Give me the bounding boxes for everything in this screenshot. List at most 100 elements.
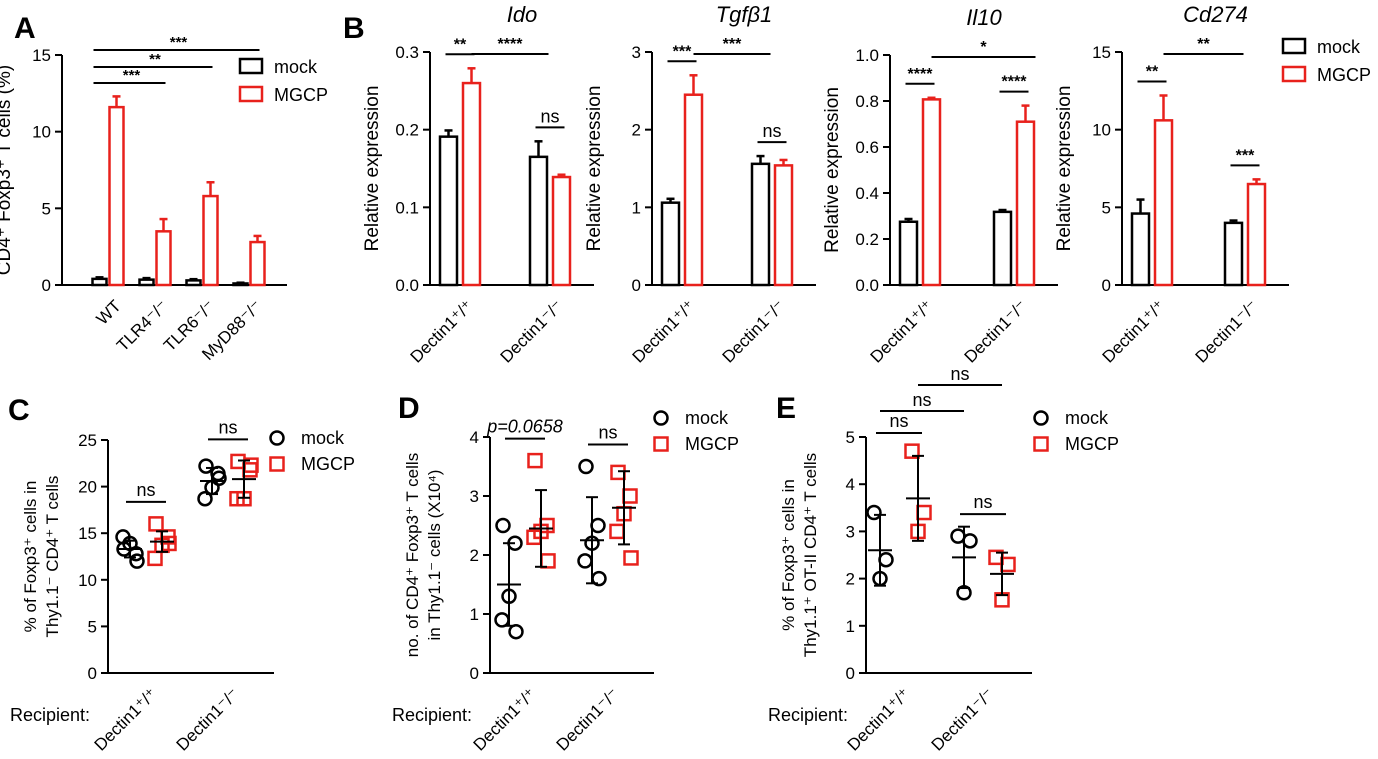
y-tick-label: 1 [846,617,855,636]
x-tick-label: Dectin1⁺/⁺ [470,684,540,754]
significance-label: **** [498,36,524,53]
point-mgcp [527,452,543,469]
y-axis-label: Thy1.1⁺ OT-II CD4⁺ T cells [801,453,820,657]
chart-title: Tgfβ1 [716,2,773,27]
point-mgcp [622,488,638,504]
y-tick-label: 10 [78,571,97,590]
significance-label: **** [1002,74,1028,91]
y-tick-label: 0.0 [395,276,419,295]
y-tick-label: 3 [632,43,641,62]
x-tick-label: Dectin1⁻/⁻ [719,296,789,366]
chart-title: Il10 [966,5,1002,30]
point-mock [494,612,510,628]
bar-mgcp [921,98,942,287]
y-tick-label: 0.6 [855,138,879,157]
bar-mgcp [551,175,572,287]
point-mock [577,553,593,569]
point-mgcp [148,516,164,532]
significance-label: ** [1197,36,1210,53]
significance-label: ns [136,480,155,500]
bar-mgcp [1015,120,1036,287]
y-axis-label: Relative expression [1054,86,1075,252]
y-axis-label: Relative expression [362,86,383,252]
legend-label: MGCP [274,85,328,105]
x-tick-label: Dectin1⁻/⁻ [173,684,243,754]
y-tick-label: 5 [846,428,855,447]
bar-mgcp [683,93,704,287]
x-tick-label: TLR4⁻/⁻ [113,296,172,355]
legend-marker-mock [269,430,285,446]
y-tick-label: 15 [1092,43,1111,62]
legend-marker-mock [653,410,669,426]
legend-label: MGCP [685,434,739,454]
y-axis-label: CD4⁺ Foxp3⁺ T cells (%) [0,65,15,275]
legend-c: mock MGCP [269,428,355,474]
panel-letter-B: B [343,12,365,45]
y-tick-label: 0 [632,276,641,295]
legend-marker-mgcp [653,436,669,452]
bar-mgcp [1246,182,1267,287]
y-tick-label: 0 [846,664,855,683]
significance-label: * [980,39,987,56]
y-tick-label: 15 [32,46,51,65]
bar-mgcp [249,240,266,287]
y-tick-label: 3 [470,487,479,506]
legend-label: mock [1065,408,1109,428]
point-mock [495,517,511,534]
y-tick-label: 0.2 [395,121,419,140]
y-tick-label: 0.1 [395,198,419,217]
point-mock [129,553,145,569]
x-tick-label: Dectin1⁺/⁺ [1099,296,1169,366]
point-mgcp [904,443,920,459]
point-mgcp [623,550,639,566]
legend-d: mock MGCP [653,408,739,454]
y-tick-label: 4 [846,475,855,494]
legend-label: mock [301,428,345,448]
chart-panel-E: 0 1 2 3 4 5 % of Foxp3⁺ cells in Thy1.1⁺ OT-II … [768,364,1032,755]
x-tick-label: Dectin1⁺/⁺ [867,296,937,366]
y-tick-label: 0 [42,276,51,295]
y-tick-label: 0.0 [855,276,879,295]
significance-label: ns [598,423,617,443]
x-tick-label: Dectin1⁺/⁺ [407,296,477,366]
bar-mock [1130,212,1151,287]
legend-marker-mock [1033,410,1049,426]
bar-mgcp [461,81,482,287]
y-tick-label: 1 [470,605,479,624]
significance-label: ns [889,411,908,431]
chart-title: Cd274 [1183,2,1248,27]
bar-mgcp [108,105,125,287]
point-mgcp [916,504,932,521]
y-tick-label: 0.8 [855,92,879,111]
significance-label: ns [762,121,781,141]
x-tick-label: Dectin1⁺/⁺ [91,684,161,754]
point-mock [508,623,524,640]
x-tick-label: Dectin1⁻/⁻ [497,296,567,366]
significance-label: *** [673,43,692,60]
point-mgcp [609,523,625,540]
y-tick-label: 5 [42,199,51,218]
legend-label: mock [1317,37,1361,57]
y-tick-label: 5 [88,617,97,636]
point-mock [578,458,594,475]
x-tick-label: Dectin1⁺/⁺ [629,296,699,366]
significance-label: ns [950,364,969,384]
panel-letter-D: D [398,392,420,425]
significance-label: ns [912,390,931,410]
legend-marker-mgcp [269,456,285,472]
x-tick-label: WT [93,296,125,328]
point-mock [115,529,131,545]
legend-swatch-mgcp [1281,65,1307,83]
bar-mock [750,162,771,287]
y-tick-label: 3 [846,522,855,541]
chart-panel-D: 0 1 2 3 4 no. of CD4⁺ Foxp3⁺ T cells in Thy1.1… [392,417,654,755]
chart-panel-B3: 0.0 0.2 0.4 0.6 0.8 1.0 Il10 Relative expressio… [822,5,1058,367]
point-mock [211,470,227,486]
point-mgcp [610,464,626,481]
bar-mock [185,279,202,287]
legend-label: mock [274,57,318,77]
y-tick-label: 20 [78,478,97,497]
row-label: Recipient: [10,705,90,725]
